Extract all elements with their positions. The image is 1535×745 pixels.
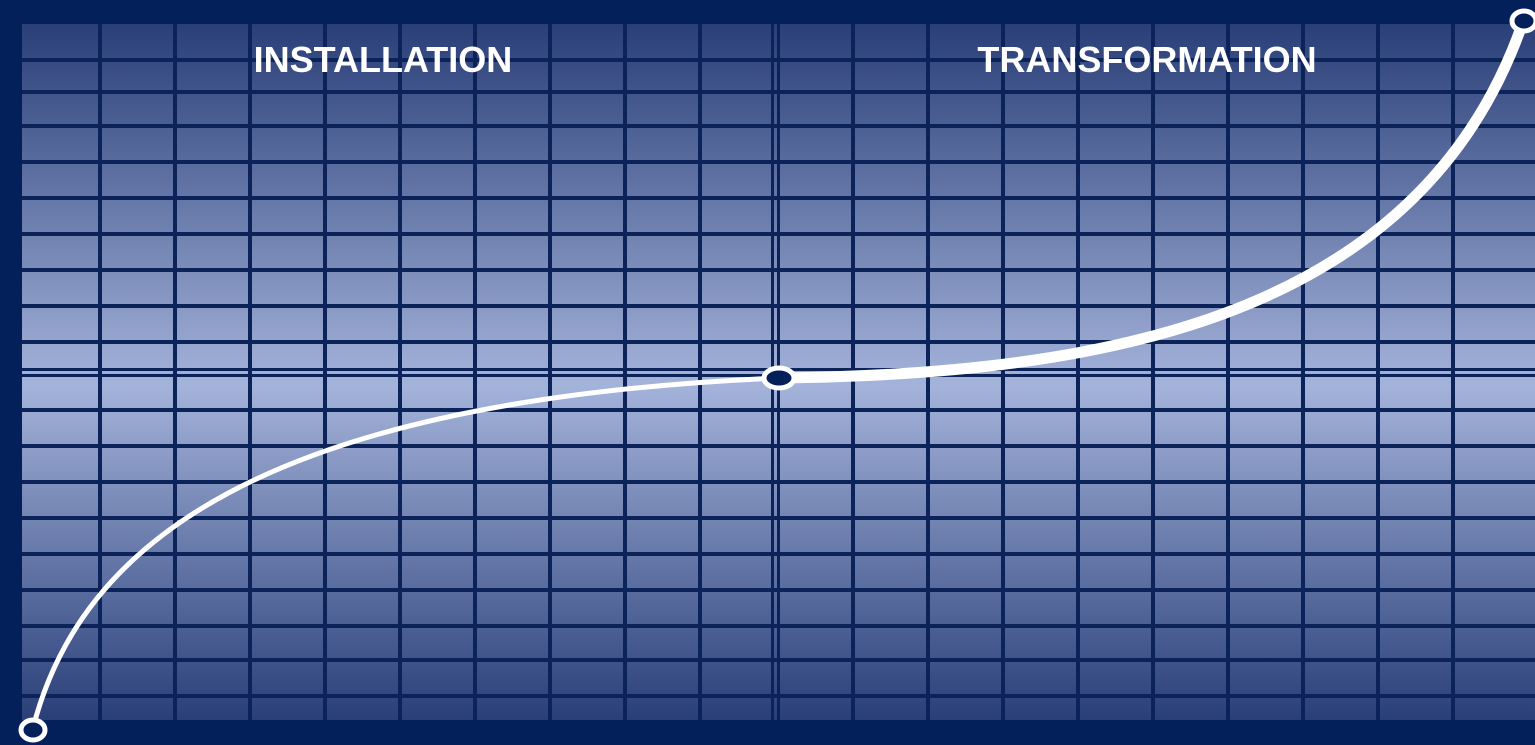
end-point-marker [1509,8,1535,34]
grid-vertical-line [1301,24,1305,720]
turning-point-marker [761,365,797,391]
grid-vertical-line [248,24,252,720]
grid-vertical-line [98,24,102,720]
grid-vertical-line [473,24,477,720]
grid-vertical-line [623,24,627,720]
grid-vertical-line [698,24,702,720]
grid-vertical-line [323,24,327,720]
grid-vertical-line [1226,24,1230,720]
installation-curve [30,375,783,731]
grid-vertical-line [1076,24,1080,720]
installation-label: INSTALLATION [254,39,513,80]
grid-vertical-line [1001,24,1005,720]
grid-vertical-line [1151,24,1155,720]
transformation-label: TRANSFORMATION [977,39,1316,80]
grid-vertical-line [548,24,552,720]
grid-vertical-line [1376,24,1380,720]
grid-vertical-line [1451,24,1455,720]
start-point-marker [18,717,48,743]
grid-vertical-line [398,24,402,720]
transformation-curve [774,16,1529,384]
grid-vertical-line [173,24,177,720]
